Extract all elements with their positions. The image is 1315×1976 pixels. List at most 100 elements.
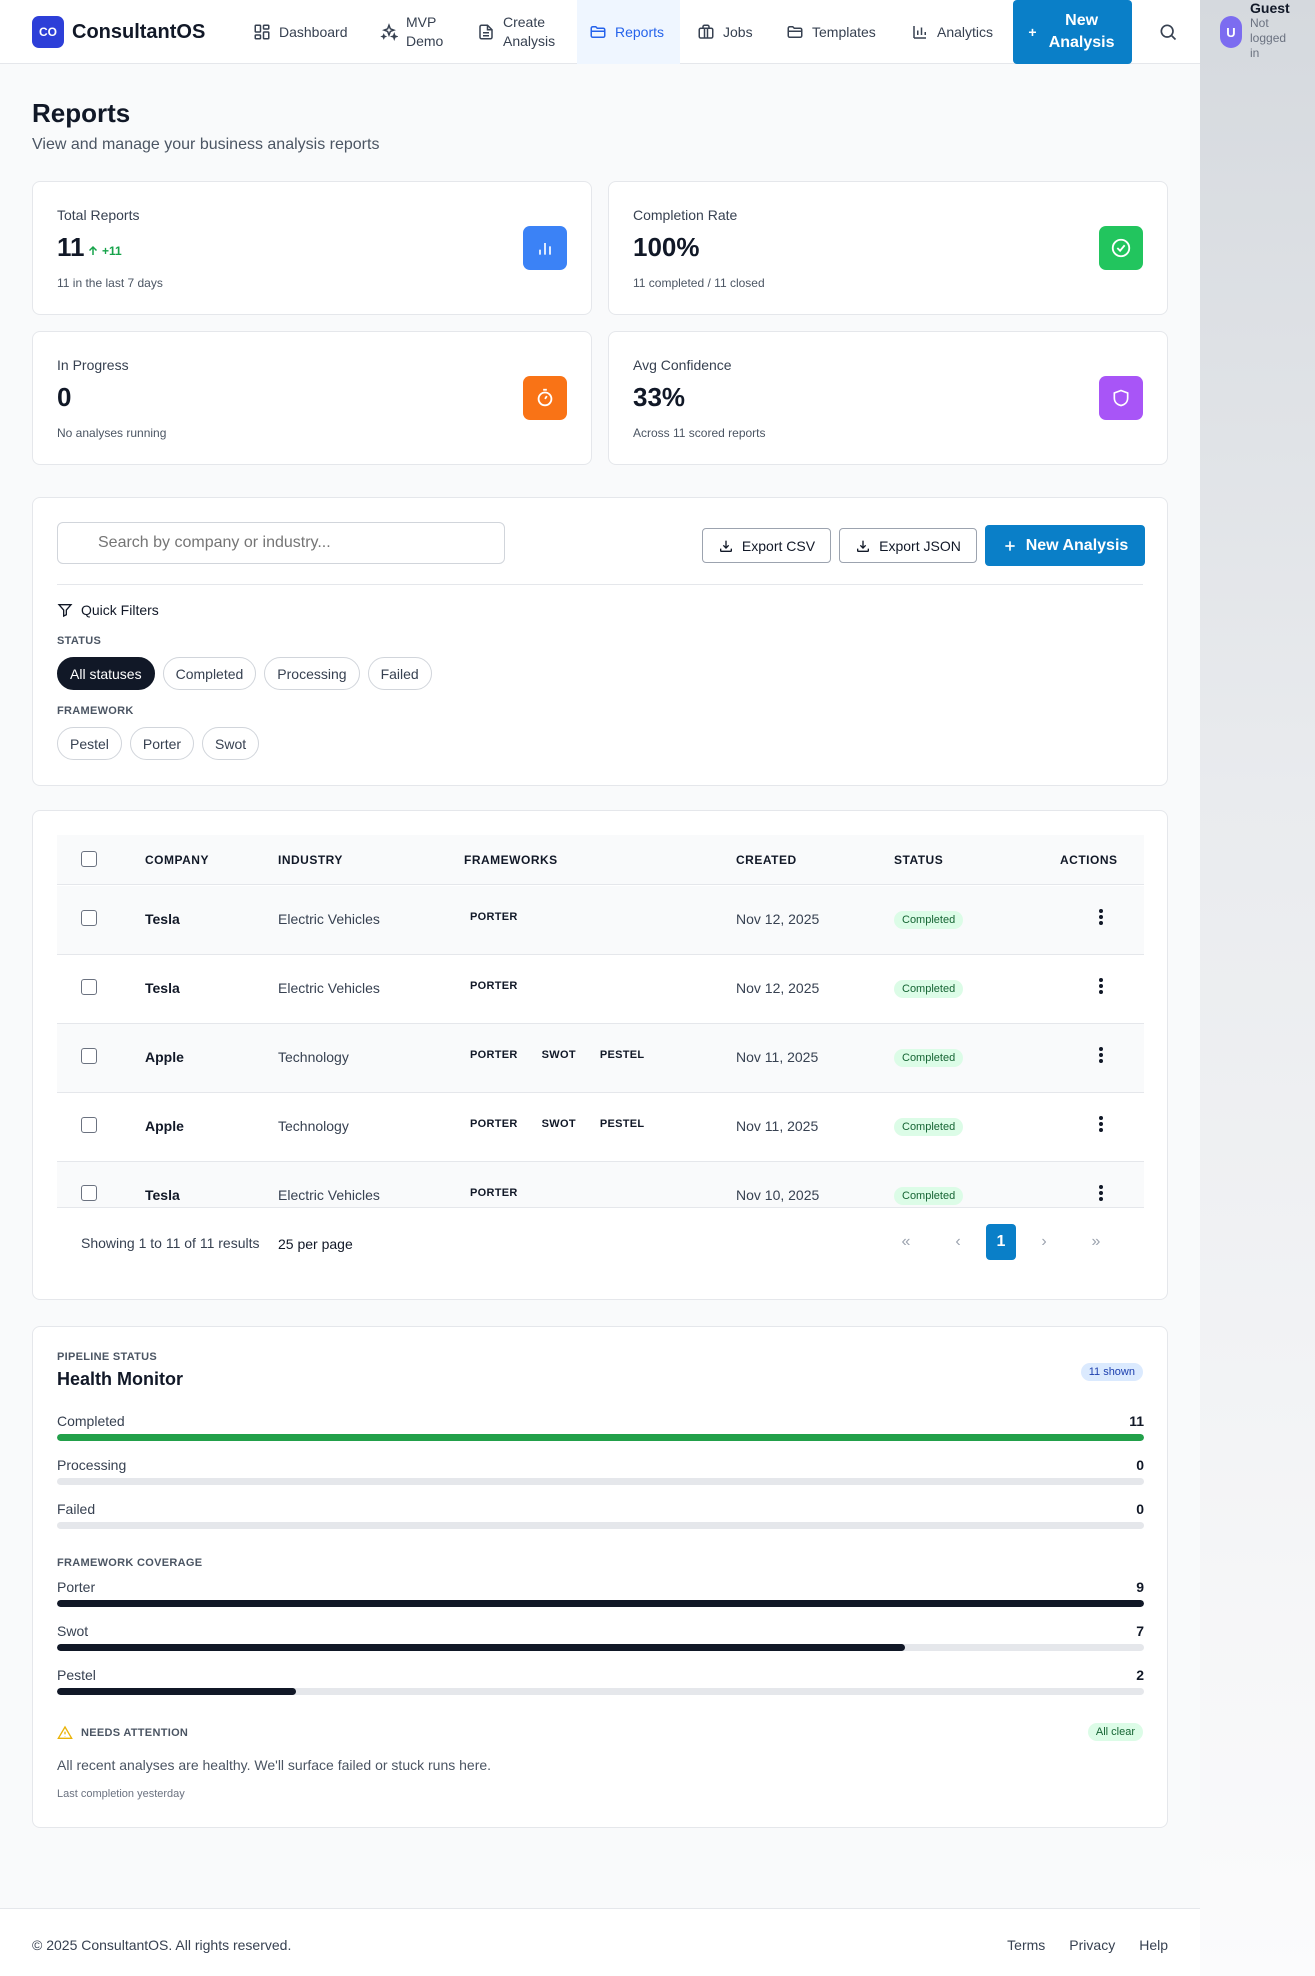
nav-item-dashboard[interactable]: Dashboard (241, 0, 360, 64)
footer-link-privacy[interactable]: Privacy (1069, 1937, 1116, 1953)
user-menu[interactable]: U Guest Not logged in (1220, 0, 1298, 61)
footer-link-help[interactable]: Help (1139, 1937, 1168, 1953)
last-page-button[interactable]: » (1091, 1233, 1101, 1250)
column-header[interactable]: CREATED (736, 853, 797, 867)
side-pane-backdrop (1200, 0, 1315, 1976)
stat-sub: Across 11 scored reports (633, 426, 766, 440)
bar-value: 9 (1136, 1579, 1144, 1595)
sparkles-icon (380, 23, 398, 41)
row-actions-menu-icon[interactable] (1099, 1116, 1103, 1134)
progress-track (57, 1434, 1144, 1441)
cell-company: Tesla (145, 1187, 180, 1203)
framework-coverage-label: FRAMEWORK COVERAGE (57, 1557, 203, 1569)
nav-item-label: Templates (812, 23, 876, 40)
search-icon[interactable] (1158, 22, 1178, 42)
per-page-select[interactable]: 25 per page (278, 1236, 353, 1252)
row-checkbox[interactable] (81, 910, 97, 926)
row-checkbox[interactable] (81, 979, 97, 995)
select-all-checkbox[interactable] (81, 851, 97, 867)
export-json-button[interactable]: Export JSON (839, 528, 977, 563)
nav-item-label: Dashboard (279, 23, 348, 40)
bar-value: 11 (1129, 1413, 1144, 1429)
status-bar-failed: Failed 0 (57, 1501, 1144, 1529)
search-input[interactable] (57, 522, 505, 564)
stat-value: 100% (633, 232, 700, 262)
progress-track (57, 1688, 1144, 1695)
export-json-label: Export JSON (879, 537, 961, 554)
new-analysis-label: New Analysis (1025, 536, 1129, 554)
bar-label: Processing (57, 1457, 127, 1473)
first-page-button[interactable]: « (901, 1233, 911, 1250)
row-actions-menu-icon[interactable] (1099, 978, 1103, 996)
next-page-button[interactable]: › (1041, 1233, 1047, 1250)
row-actions-menu-icon[interactable] (1099, 1185, 1103, 1203)
new-analysis-nav-button[interactable]: + New Analysis (1013, 0, 1132, 64)
stat-card-avg-confidence: Avg Confidence 33% Across 11 scored repo… (608, 331, 1168, 465)
chip-processing[interactable]: Processing (264, 657, 360, 690)
nav-item-mvp-demo[interactable]: MVP Demo (368, 0, 460, 64)
prev-page-button[interactable]: ‹ (955, 1233, 961, 1250)
needs-attention-label: NEEDS ATTENTION (81, 1727, 189, 1739)
cell-company: Tesla (145, 911, 180, 927)
table-row[interactable]: Apple Technology PORTER SWOT PESTEL Nov … (57, 1024, 1144, 1093)
cell-frameworks: PORTER (464, 1185, 524, 1201)
chip-all-statuses[interactable]: All statuses (57, 657, 155, 690)
chip-failed[interactable]: Failed (367, 657, 432, 690)
table-row[interactable]: Tesla Electric Vehicles PORTER Nov 12, 2… (57, 886, 1144, 955)
chip-swot[interactable]: Swot (202, 727, 260, 760)
health-monitor-panel: PIPELINE STATUS Health Monitor 11 shown … (32, 1326, 1168, 1828)
row-checkbox[interactable] (81, 1185, 97, 1201)
quick-filters-heading: Quick Filters (57, 602, 159, 618)
new-analysis-button[interactable]: New Analysis (985, 525, 1145, 566)
chip-pestel[interactable]: Pestel (57, 727, 122, 760)
quick-filters-label: Quick Filters (81, 602, 159, 618)
status-chips: All statuses Completed Processing Failed (57, 657, 432, 690)
stat-delta-value: +11 (102, 244, 122, 258)
timer-icon (537, 388, 553, 407)
export-csv-label: Export CSV (741, 537, 816, 554)
nav-item-reports[interactable]: Reports (577, 0, 680, 64)
page-button-current[interactable]: 1 (986, 1224, 1016, 1260)
nav-item-analytics[interactable]: Analytics (899, 0, 1005, 64)
progress-fill (57, 1644, 905, 1651)
all-clear-badge: All clear (1087, 1723, 1143, 1741)
chip-porter[interactable]: Porter (129, 727, 195, 760)
nav-item-jobs[interactable]: Jobs (685, 0, 765, 64)
row-actions-menu-icon[interactable] (1099, 1047, 1103, 1065)
plus-icon (1005, 540, 1015, 551)
progress-fill (57, 1600, 1144, 1607)
health-monitor-title: Health Monitor (57, 1369, 183, 1389)
cell-frameworks: PORTER SWOT PESTEL (464, 1116, 650, 1132)
column-header[interactable]: INDUSTRY (278, 853, 343, 867)
progress-fill (57, 1688, 297, 1695)
cell-industry: Technology (278, 1118, 349, 1134)
user-name: Guest (1250, 0, 1290, 16)
progress-track (57, 1478, 1144, 1485)
nav-item-create-analysis[interactable]: Create Analysis (465, 0, 575, 64)
main-area: CO ConsultantOS Dashboard MVP Demo Creat… (0, 0, 1200, 1953)
table-footer-divider (57, 1207, 1144, 1208)
app-name: ConsultantOS (72, 20, 206, 43)
table-row[interactable]: Tesla Electric Vehicles PORTER Nov 12, 2… (57, 955, 1144, 1024)
row-checkbox[interactable] (81, 1048, 97, 1064)
chip-completed[interactable]: Completed (162, 657, 257, 690)
cell-created: Nov 12, 2025 (736, 980, 820, 996)
column-header[interactable]: STATUS (894, 853, 944, 867)
row-actions-menu-icon[interactable] (1099, 909, 1103, 927)
export-csv-button[interactable]: Export CSV (702, 528, 831, 563)
footer-link-terms[interactable]: Terms (1007, 1937, 1046, 1953)
nav-item-label: MVP Demo (406, 14, 444, 49)
top-nav: CO ConsultantOS Dashboard MVP Demo Creat… (0, 0, 1200, 64)
row-checkbox[interactable] (81, 1117, 97, 1133)
framework-tag: PORTER (470, 980, 518, 992)
table-row[interactable]: Apple Technology PORTER SWOT PESTEL Nov … (57, 1093, 1144, 1162)
logo[interactable]: CO ConsultantOS (32, 16, 205, 48)
cell-industry: Electric Vehicles (278, 1187, 380, 1203)
nav-item-templates[interactable]: Templates (774, 0, 888, 64)
nav-item-label: Jobs (723, 23, 753, 40)
column-header[interactable]: COMPANY (145, 853, 209, 867)
table-row[interactable]: Tesla Electric Vehicles PORTER Nov 10, 2… (57, 1162, 1144, 1207)
stat-label: In Progress (57, 357, 129, 373)
framework-tag: PORTER (470, 1049, 518, 1061)
cell-company: Apple (145, 1049, 184, 1065)
